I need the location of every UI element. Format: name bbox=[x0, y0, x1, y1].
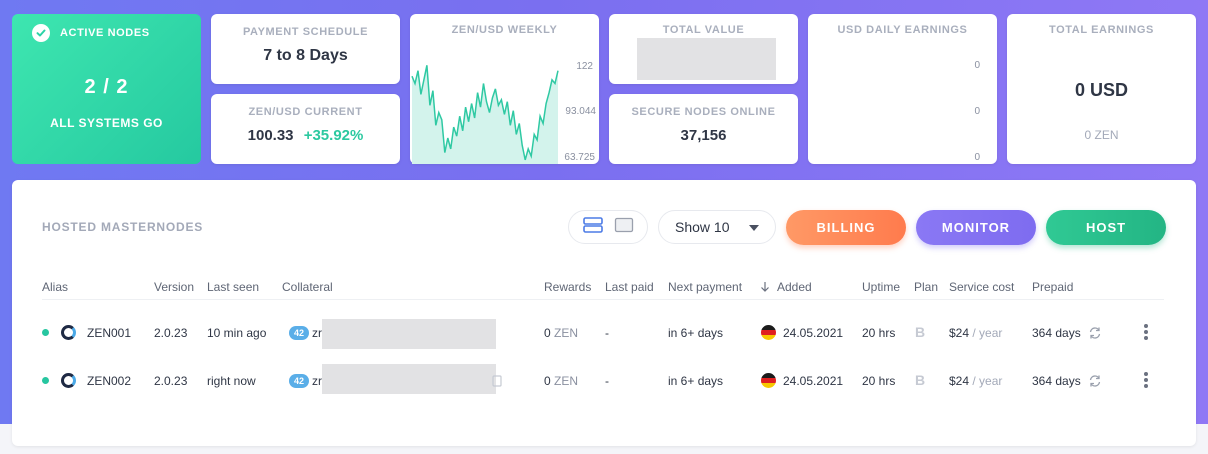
more-options-icon[interactable] bbox=[1144, 372, 1148, 390]
col-last-paid[interactable]: Last paid bbox=[605, 280, 654, 294]
chart-area-fill bbox=[412, 65, 558, 164]
check-circle-icon bbox=[32, 24, 50, 42]
chart-price-line bbox=[411, 65, 559, 161]
row-rewards: 0 ZEN bbox=[544, 326, 579, 340]
renew-icon[interactable] bbox=[1088, 326, 1102, 345]
systems-status: ALL SYSTEMS GO bbox=[50, 116, 163, 130]
row-service-cost: $24 / year bbox=[949, 374, 1003, 388]
copy-icon[interactable] bbox=[492, 374, 502, 392]
col-prepaid[interactable]: Prepaid bbox=[1032, 280, 1074, 294]
secure-nodes-value: 37,156 bbox=[680, 127, 727, 144]
germany-flag-icon bbox=[761, 325, 776, 340]
row-last-paid: - bbox=[605, 326, 609, 340]
col-alias[interactable]: Alias bbox=[42, 280, 69, 294]
row-plan: B bbox=[915, 324, 926, 340]
chevron-down-icon bbox=[749, 225, 759, 231]
row-version: 2.0.23 bbox=[154, 326, 188, 340]
y-tick-top: 122 bbox=[576, 61, 593, 72]
view-toggle bbox=[568, 210, 648, 244]
row-rewards: 0 ZEN bbox=[544, 374, 579, 388]
col-next-payment[interactable]: Next payment bbox=[668, 280, 743, 294]
total-earnings-usd: 0 USD bbox=[1074, 80, 1128, 100]
zen-usd-price: 100.33 bbox=[247, 127, 294, 144]
monitor-button[interactable]: MONITOR bbox=[916, 210, 1036, 245]
usd-daily-earnings-label: USD DAILY EARNINGS bbox=[837, 24, 968, 36]
col-version[interactable]: Version bbox=[154, 280, 195, 294]
payment-schedule-value: 7 to 8 Days bbox=[263, 47, 348, 64]
total-earnings-zen: 0 ZEN bbox=[1084, 128, 1119, 142]
row-next-payment: in 6+ days bbox=[668, 326, 724, 340]
host-button[interactable]: HOST bbox=[1046, 210, 1166, 245]
redacted-value bbox=[637, 38, 776, 80]
row-alias[interactable]: ZEN001 bbox=[87, 326, 132, 340]
zen-logo-icon bbox=[61, 373, 76, 388]
renew-icon[interactable] bbox=[1088, 374, 1102, 393]
zen-usd-weekly-label: ZEN/USD WEEKLY bbox=[451, 24, 558, 36]
list-view-icon[interactable] bbox=[582, 216, 603, 238]
billing-button[interactable]: BILLING bbox=[786, 210, 906, 245]
row-alias[interactable]: ZEN002 bbox=[87, 374, 132, 388]
grid-view-icon[interactable] bbox=[614, 217, 634, 238]
row-last-seen: right now bbox=[207, 374, 256, 388]
zen-usd-weekly-chart: 122 93.044 63.725 bbox=[411, 61, 596, 164]
total-earnings-label: TOTAL EARNINGS bbox=[1049, 24, 1154, 36]
zen-logo-icon bbox=[61, 325, 76, 340]
redacted-collateral bbox=[322, 319, 496, 349]
germany-flag-icon bbox=[761, 373, 776, 388]
col-rewards[interactable]: Rewards bbox=[544, 280, 592, 294]
row-version: 2.0.23 bbox=[154, 374, 188, 388]
active-nodes-label: ACTIVE NODES bbox=[60, 27, 150, 39]
col-last-seen[interactable]: Last seen bbox=[207, 280, 260, 294]
collateral-badge: 42 bbox=[289, 326, 309, 340]
zen-usd-current-label: ZEN/USD CURRENT bbox=[248, 106, 363, 118]
panel-title: HOSTED MASTERNODES bbox=[42, 220, 204, 234]
total-value-card: TOTAL VALUE bbox=[609, 14, 798, 84]
zen-usd-weekly-card: ZEN/USD WEEKLY 122 93.044 63.725 bbox=[410, 14, 599, 164]
usd-daily-earnings-card: USD DAILY EARNINGS 0 0 0 bbox=[808, 14, 997, 164]
row-plan: B bbox=[915, 372, 926, 388]
header-divider bbox=[42, 299, 1164, 300]
row-uptime: 20 hrs bbox=[862, 374, 896, 388]
col-service-cost[interactable]: Service cost bbox=[949, 280, 1015, 294]
secure-nodes-label: SECURE NODES ONLINE bbox=[631, 106, 776, 118]
row-collateral[interactable]: zr bbox=[312, 374, 322, 388]
row-last-paid: - bbox=[605, 374, 609, 388]
daily-tick-top: 0 bbox=[974, 60, 980, 71]
row-added: 24.05.2021 bbox=[783, 326, 844, 340]
active-nodes-count: 2 / 2 bbox=[84, 76, 129, 98]
more-options-icon[interactable] bbox=[1144, 324, 1148, 342]
col-plan[interactable]: Plan bbox=[914, 280, 939, 294]
show-count-select[interactable]: Show 10 bbox=[658, 210, 776, 244]
row-collateral[interactable]: zr bbox=[312, 326, 322, 340]
zen-usd-change: +35.92% bbox=[303, 127, 364, 144]
row-next-payment: in 6+ days bbox=[668, 374, 724, 388]
y-tick-mid: 93.044 bbox=[565, 106, 596, 117]
col-added[interactable]: Added bbox=[777, 280, 812, 294]
payment-schedule-card: PAYMENT SCHEDULE 7 to 8 Days bbox=[211, 14, 400, 84]
redacted-collateral bbox=[322, 364, 496, 394]
online-status-dot bbox=[42, 329, 49, 336]
y-tick-bottom: 63.725 bbox=[564, 152, 595, 163]
collateral-badge: 42 bbox=[289, 374, 309, 388]
row-prepaid: 364 days bbox=[1032, 374, 1081, 388]
row-uptime: 20 hrs bbox=[862, 326, 896, 340]
total-earnings-card: TOTAL EARNINGS 0 USD 0 ZEN bbox=[1007, 14, 1196, 164]
row-prepaid: 364 days bbox=[1032, 326, 1081, 340]
payment-schedule-label: PAYMENT SCHEDULE bbox=[242, 26, 369, 38]
col-collateral[interactable]: Collateral bbox=[282, 280, 333, 294]
zen-usd-current-card: ZEN/USD CURRENT 100.33 +35.92% bbox=[211, 94, 400, 164]
sort-arrow-down-icon bbox=[760, 281, 770, 296]
total-value-label: TOTAL VALUE bbox=[662, 24, 745, 36]
show-count-value: Show 10 bbox=[675, 219, 730, 235]
row-added: 24.05.2021 bbox=[783, 374, 844, 388]
daily-tick-mid: 0 bbox=[974, 106, 980, 117]
daily-tick-bottom: 0 bbox=[974, 152, 980, 163]
online-status-dot bbox=[42, 377, 49, 384]
row-service-cost: $24 / year bbox=[949, 326, 1003, 340]
col-uptime[interactable]: Uptime bbox=[862, 280, 901, 294]
hosted-masternodes-panel: HOSTED MASTERNODES Show 10 BILLING MONIT… bbox=[12, 180, 1196, 446]
secure-nodes-card: SECURE NODES ONLINE 37,156 bbox=[609, 94, 798, 164]
row-last-seen: 10 min ago bbox=[207, 326, 267, 340]
active-nodes-card: ACTIVE NODES 2 / 2 ALL SYSTEMS GO bbox=[12, 14, 201, 164]
